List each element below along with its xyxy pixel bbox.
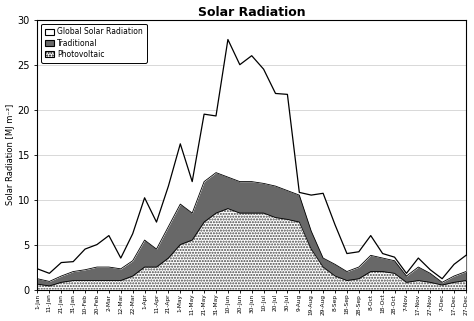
Title: Solar Radiation: Solar Radiation [198,5,306,19]
Y-axis label: Solar Radiation [MJ m⁻²]: Solar Radiation [MJ m⁻²] [6,104,15,205]
Legend: Global Solar Radiation, Traditional, Photovoltaic: Global Solar Radiation, Traditional, Pho… [41,23,147,63]
